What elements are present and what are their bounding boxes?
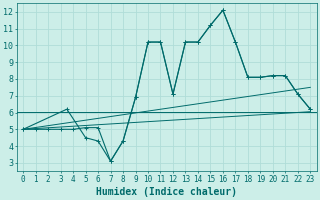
X-axis label: Humidex (Indice chaleur): Humidex (Indice chaleur) xyxy=(96,186,237,197)
